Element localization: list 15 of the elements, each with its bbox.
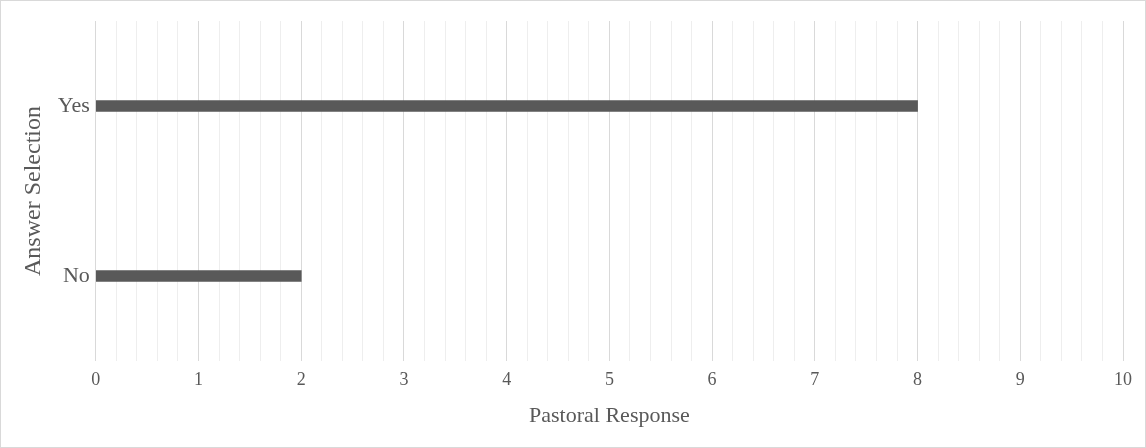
x-tick-label: 7 [810, 368, 820, 389]
x-tick-label: 3 [399, 368, 409, 389]
x-tick-label: 0 [91, 368, 101, 389]
x-tick-label: 6 [707, 368, 717, 389]
y-tick-label: Yes [57, 91, 90, 117]
x-tick-label: 2 [296, 368, 306, 389]
x-tick-label: 4 [502, 368, 512, 389]
x-tick-label: 1 [194, 368, 204, 389]
y-axis-title: Answer Selection [18, 106, 45, 276]
x-tick-label: 10 [1114, 368, 1132, 389]
y-tick-label: No [62, 261, 90, 287]
x-tick-label: 8 [913, 368, 923, 389]
x-tick-label: 5 [604, 368, 614, 389]
x-axis-title: Pastoral Response [529, 401, 690, 427]
x-tick-label: 9 [1015, 368, 1025, 389]
